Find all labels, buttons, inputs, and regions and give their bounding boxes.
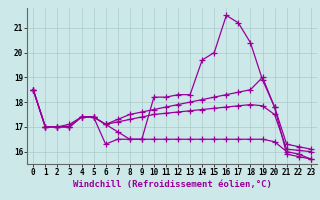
X-axis label: Windchill (Refroidissement éolien,°C): Windchill (Refroidissement éolien,°C) [73,180,271,189]
